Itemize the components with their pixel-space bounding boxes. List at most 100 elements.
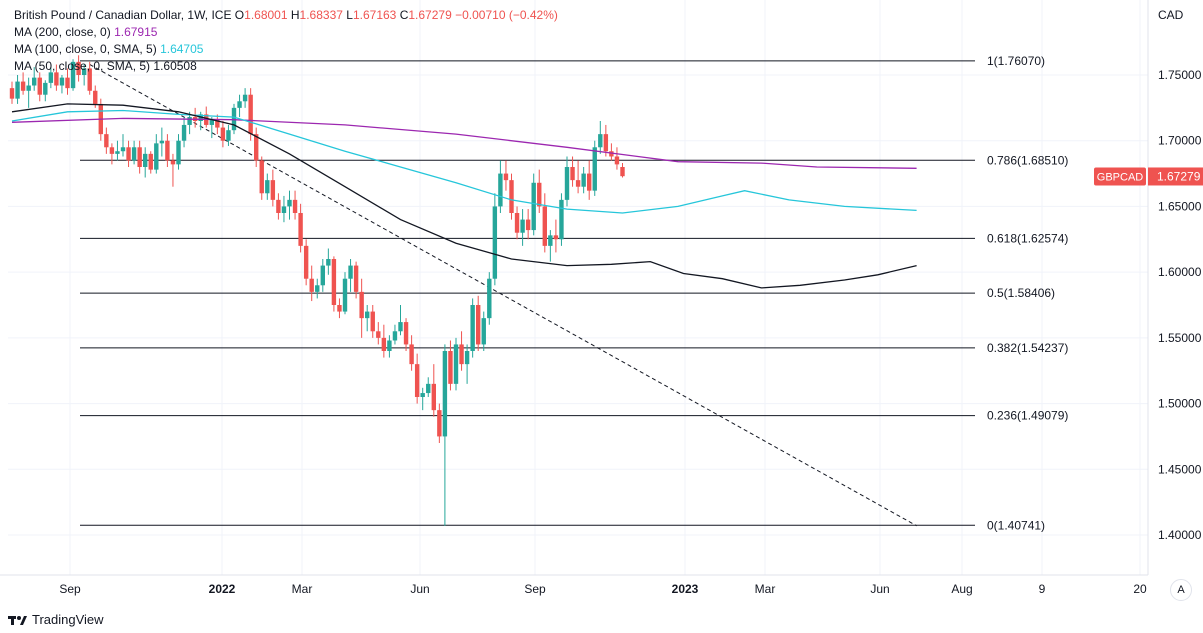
candle-body [359,291,364,319]
candle-body [159,140,165,144]
candle [154,134,159,174]
candle-body [126,147,131,161]
candle-body [276,199,281,213]
time-tick-label: Sep [59,582,81,596]
candle [370,305,375,338]
candle [176,134,181,170]
candle-body [470,305,475,351]
legend-high: 1.68337 [299,8,343,22]
candle [376,322,381,345]
legend-change: −0.00710 (−0.42%) [455,8,558,22]
candle-body [254,134,259,161]
auto-scale-button[interactable]: A [1170,579,1192,601]
candle [204,106,209,128]
candle [115,140,120,161]
ma50-label: MA (50, close, 0, SMA, 5) [14,59,151,73]
time-axis[interactable]: Sep 2022 Mar Jun Sep 2023 Mar Jun Aug 9 20 [0,574,1148,596]
candle [448,340,453,391]
legend-ma100-row[interactable]: MA (100, close, 0, SMA, 5) 1.64705 [14,41,558,58]
candle-body [403,322,409,345]
candle-body [487,278,492,319]
candle [353,261,359,299]
candle-body [315,285,320,292]
candle-body [170,160,176,165]
candle [320,259,325,292]
candle [259,156,264,200]
price-axis[interactable]: 1.75000 1.70000 1.65000 1.60000 1.55000 1.500… [1147,0,1203,633]
fib-retracement[interactable]: 1(1.76070) 0.786(1.68510) 0.618(1.62574) 0.… [80,54,1068,532]
candle-body [609,151,614,157]
candle-body [376,331,381,338]
candle [292,190,298,220]
candle-body [537,182,542,207]
time-tick-label: Aug [951,582,972,596]
candle [20,72,26,95]
candle [231,103,237,135]
price-tick-label: 1.55000 [1158,331,1202,345]
candle-body [492,206,498,279]
candle [503,160,509,191]
candle [265,173,270,200]
candle-body [603,134,609,152]
candle [387,335,392,358]
candle-body [37,77,42,95]
candle [564,156,570,207]
candle [181,117,187,148]
candle [165,134,170,167]
candle [537,169,542,213]
price-badge-text: 1.67279 [1157,169,1201,183]
candle-body [614,156,620,165]
candle-body [65,77,70,89]
candle-body [187,117,192,125]
candle-body [109,147,115,154]
time-tick-label: 9 [1039,582,1046,596]
candle-body [520,219,525,233]
candle [309,265,314,302]
grid-lines [8,0,1148,575]
candle [481,311,486,351]
candle [276,193,281,220]
candle [32,67,37,91]
candle [37,72,42,102]
candle [587,160,592,200]
candle-body [365,311,370,319]
legend-ma200-row[interactable]: MA (200, close, 0) 1.67915 [14,24,558,41]
candle-body [453,344,459,384]
candle-body [32,77,37,86]
ma100-label: MA (100, close, 0, SMA, 5) [14,42,157,56]
legend-ma50-row[interactable]: MA (50, close, 0, SMA, 5) 1.60508 [14,58,558,75]
candle [514,206,520,240]
candle [603,124,609,157]
candle [15,75,20,104]
candle-body [514,213,520,233]
fib-level-label: 0(1.40741) [987,518,1045,532]
time-tick-label: Jun [870,582,889,596]
price-tick-label: 1.65000 [1158,199,1202,213]
candle-body [81,68,87,75]
candle [131,140,137,165]
candle [48,67,54,89]
candle [620,163,625,178]
candle [70,59,76,91]
candle-body [509,180,514,213]
candle-body [120,147,126,152]
candle [509,173,514,220]
symbol-badge-text: GBPCAD [1097,171,1144,183]
candle [592,140,597,196]
candle-body [54,72,59,86]
candle [342,272,348,315]
candle [9,81,15,104]
candle [254,127,259,167]
candle [143,147,148,178]
candle [26,77,31,108]
candle [109,143,115,165]
trendline[interactable] [89,64,917,527]
candle-body [115,151,120,154]
ma200-label: MA (200, close, 0) [14,25,111,39]
tradingview-footer[interactable]: TradingView [8,612,104,627]
tradingview-logo-icon [8,615,27,625]
candle [426,377,431,397]
candle-body [137,147,142,167]
candle-body [226,130,231,141]
